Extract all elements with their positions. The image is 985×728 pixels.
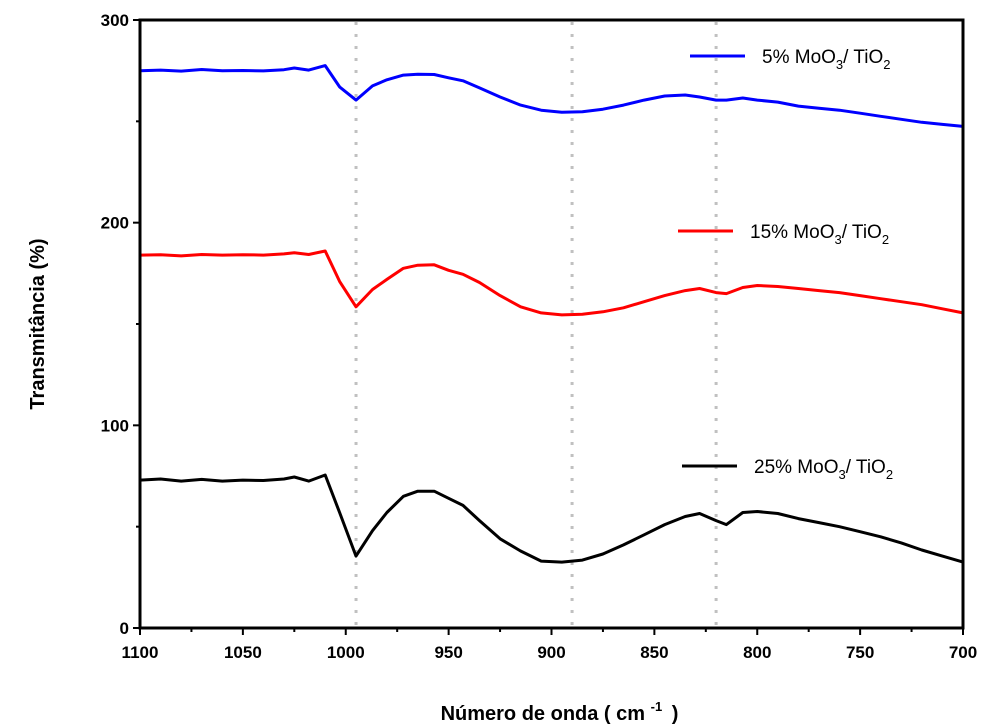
y-tick-label-2: 200 bbox=[101, 214, 129, 233]
x-tick-label-4: 900 bbox=[537, 643, 565, 662]
legend-label-main: 5% MoO bbox=[762, 47, 836, 68]
y-tick-label-1: 100 bbox=[101, 416, 129, 435]
legend-label-mid: / TiO bbox=[843, 47, 883, 68]
y-tick-label-3: 300 bbox=[101, 11, 129, 30]
series-line-0 bbox=[139, 64, 964, 128]
x-tick-label-3: 950 bbox=[434, 643, 462, 662]
legend-label-sub: 2 bbox=[886, 467, 893, 482]
series-layer bbox=[139, 64, 964, 564]
x-tick-label-7: 750 bbox=[846, 643, 874, 662]
y-tick-label-0: 0 bbox=[120, 619, 129, 638]
y-axis-title: Transmitância (%) bbox=[27, 238, 49, 409]
series-line-2 bbox=[139, 473, 964, 564]
legend-label-sub: 3 bbox=[836, 57, 843, 72]
legend-label-main: 25% MoO bbox=[754, 457, 838, 478]
legend-label-sub: 3 bbox=[834, 232, 841, 247]
x-axis-title-unit-sup: -1 bbox=[651, 699, 663, 714]
series-line-1 bbox=[139, 249, 964, 317]
x-axis-title: Número de onda ( cm -1 ) bbox=[441, 694, 679, 725]
x-tick-label-1: 1050 bbox=[224, 643, 262, 662]
x-tick-label-6: 800 bbox=[743, 643, 771, 662]
legend-entry-1: 15% MoO3/ TiO2 bbox=[678, 222, 889, 247]
legend-label-mid: / TiO bbox=[846, 457, 886, 478]
axis-ticks: 1100 1050 1000 950 900 850 800 750 700 0 100 200 300 bbox=[101, 11, 978, 662]
legend-label-mid: / TiO bbox=[842, 222, 882, 243]
legend-label-main: 15% MoO bbox=[750, 222, 834, 243]
x-tick-label-0: 1100 bbox=[122, 643, 159, 662]
legend-label-2: 25% MoO3/ TiO2 bbox=[754, 457, 893, 482]
legend-entry-2: 25% MoO3/ TiO2 bbox=[682, 457, 893, 482]
legend-label-sub: 3 bbox=[838, 467, 845, 482]
reference-lines bbox=[354, 22, 718, 626]
x-axis-title-suffix: ) bbox=[672, 703, 679, 725]
legend-label-sub: 2 bbox=[883, 57, 890, 72]
legend-entry-0: 5% MoO3/ TiO2 bbox=[690, 47, 891, 72]
x-axis-title-unit: cm bbox=[616, 703, 645, 725]
x-axis-title-prefix: Número de onda ( bbox=[441, 703, 611, 725]
x-tick-label-5: 850 bbox=[640, 643, 668, 662]
legend-label-1: 15% MoO3/ TiO2 bbox=[750, 222, 889, 247]
x-tick-label-2: 1000 bbox=[327, 643, 365, 662]
legend-label-sub: 2 bbox=[882, 232, 889, 247]
x-tick-label-8: 700 bbox=[949, 643, 977, 662]
legend-label-0: 5% MoO3/ TiO2 bbox=[762, 47, 891, 72]
